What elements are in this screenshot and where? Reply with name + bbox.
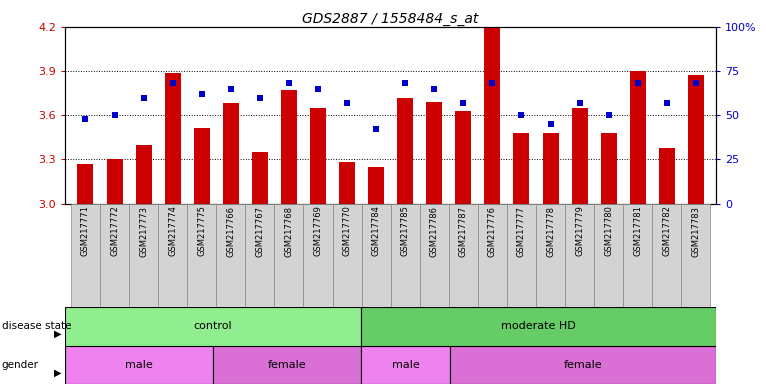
Bar xyxy=(65,307,361,346)
Bar xyxy=(213,346,361,384)
Text: GSM217780: GSM217780 xyxy=(604,205,613,257)
Text: GSM217770: GSM217770 xyxy=(342,205,352,257)
Text: moderate HD: moderate HD xyxy=(501,321,576,331)
Text: GSM217784: GSM217784 xyxy=(372,205,381,257)
Bar xyxy=(536,204,565,307)
Text: GSM217769: GSM217769 xyxy=(313,205,322,257)
Text: GSM217776: GSM217776 xyxy=(488,205,497,257)
Bar xyxy=(136,145,152,204)
Text: female: female xyxy=(564,360,602,370)
Bar xyxy=(100,204,129,307)
Bar xyxy=(624,204,653,307)
Bar xyxy=(252,152,268,204)
Bar xyxy=(332,204,362,307)
Bar xyxy=(129,204,158,307)
Bar xyxy=(65,346,213,384)
Bar xyxy=(594,204,624,307)
Bar xyxy=(158,204,187,307)
Bar xyxy=(630,71,646,204)
Bar xyxy=(478,204,507,307)
Bar xyxy=(449,204,478,307)
Text: GSM217771: GSM217771 xyxy=(81,205,90,257)
Bar xyxy=(106,159,123,204)
Bar xyxy=(659,147,675,204)
Text: GSM217787: GSM217787 xyxy=(459,205,468,257)
Bar xyxy=(165,73,181,204)
Bar xyxy=(194,129,210,204)
Bar xyxy=(450,346,716,384)
Bar xyxy=(281,90,297,204)
Bar xyxy=(542,133,558,204)
Bar xyxy=(513,133,529,204)
Text: GSM217778: GSM217778 xyxy=(546,205,555,257)
Text: GSM217782: GSM217782 xyxy=(663,205,671,257)
Text: GSM217767: GSM217767 xyxy=(255,205,264,257)
Text: gender: gender xyxy=(2,360,38,370)
Bar xyxy=(398,98,413,204)
Text: GSM217779: GSM217779 xyxy=(575,205,584,257)
Text: male: male xyxy=(125,360,153,370)
Bar xyxy=(303,204,332,307)
Text: GDS2887 / 1558484_s_at: GDS2887 / 1558484_s_at xyxy=(303,12,479,25)
Bar xyxy=(361,307,716,346)
Text: GSM217774: GSM217774 xyxy=(169,205,177,257)
Bar xyxy=(274,204,303,307)
Bar xyxy=(245,204,274,307)
Bar xyxy=(339,162,355,204)
Text: control: control xyxy=(194,321,232,331)
Text: GSM217785: GSM217785 xyxy=(401,205,410,257)
Text: female: female xyxy=(268,360,306,370)
Bar xyxy=(426,102,442,204)
Bar xyxy=(455,111,471,204)
Text: GSM217773: GSM217773 xyxy=(139,205,148,257)
Bar xyxy=(653,204,681,307)
Bar xyxy=(310,108,326,204)
Text: GSM217783: GSM217783 xyxy=(692,205,700,257)
Bar xyxy=(77,164,93,204)
Bar xyxy=(71,204,100,307)
Bar xyxy=(362,204,391,307)
Bar xyxy=(216,204,245,307)
Bar xyxy=(368,167,384,204)
Bar xyxy=(361,346,450,384)
Text: GSM217775: GSM217775 xyxy=(197,205,206,257)
Text: GSM217777: GSM217777 xyxy=(517,205,526,257)
Bar xyxy=(507,204,536,307)
Bar xyxy=(391,204,420,307)
Bar xyxy=(571,108,588,204)
Text: GSM217781: GSM217781 xyxy=(633,205,642,257)
Text: GSM217766: GSM217766 xyxy=(226,205,235,257)
Bar xyxy=(688,76,704,204)
Text: GSM217772: GSM217772 xyxy=(110,205,119,257)
Bar xyxy=(420,204,449,307)
Text: GSM217786: GSM217786 xyxy=(430,205,439,257)
Text: male: male xyxy=(391,360,419,370)
Bar xyxy=(565,204,594,307)
Text: ▶: ▶ xyxy=(54,367,61,377)
Bar xyxy=(601,133,617,204)
Bar xyxy=(484,28,500,204)
Text: disease state: disease state xyxy=(2,321,71,331)
Text: ▶: ▶ xyxy=(54,329,61,339)
Text: GSM217768: GSM217768 xyxy=(284,205,293,257)
Bar xyxy=(187,204,216,307)
Bar xyxy=(223,103,239,204)
Bar xyxy=(681,204,710,307)
